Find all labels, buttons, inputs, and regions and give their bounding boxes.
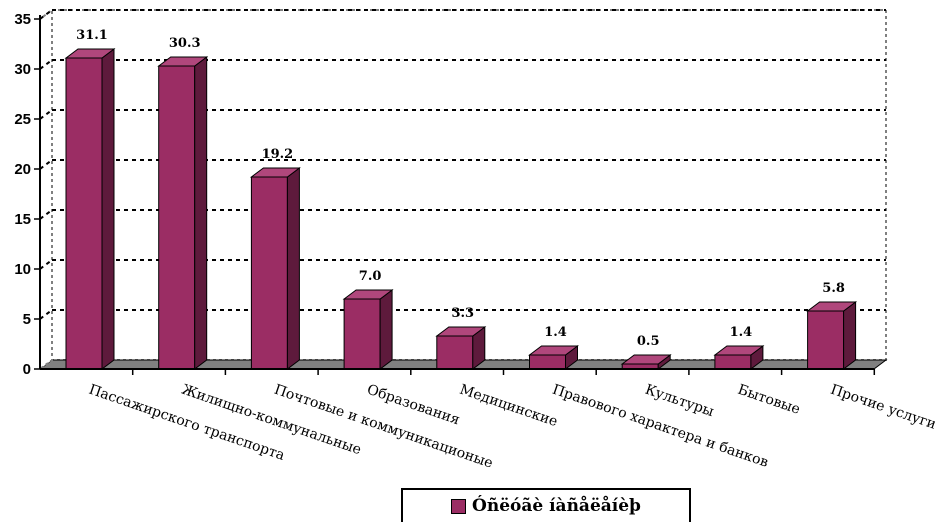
y-tick-label: 5	[23, 311, 31, 328]
bar-front	[250, 176, 288, 370]
category-label: Прочие услуги	[828, 382, 935, 433]
gridline-side	[39, 309, 53, 320]
category-label: Медицинские	[457, 382, 559, 430]
bar-side	[286, 167, 300, 370]
y-tick-label: 30	[14, 61, 31, 78]
bar-top	[528, 345, 579, 356]
bar-front	[807, 310, 845, 370]
bar	[806, 301, 858, 370]
data-label: 1.4	[544, 325, 567, 340]
y-tick-label: 25	[14, 111, 31, 128]
legend: Óñëóãè íàñåëåíèþ	[401, 488, 691, 522]
gridline-side	[39, 109, 53, 120]
bar-front	[436, 335, 474, 370]
gridline-side	[39, 209, 53, 220]
y-tick-label: 10	[14, 261, 31, 278]
bar-top	[64, 48, 116, 59]
bar-front	[529, 354, 566, 370]
bar	[435, 326, 487, 370]
side-wall	[39, 8, 53, 371]
y-tick-label: 35	[14, 11, 31, 28]
bar	[64, 48, 116, 370]
bar-front	[714, 354, 752, 370]
bar-front	[158, 65, 196, 370]
bar	[713, 345, 765, 370]
category-label: Бытовые	[736, 382, 803, 418]
bar-top	[806, 301, 858, 312]
data-label: 3.3	[451, 306, 474, 321]
y-tick-label: 0	[23, 361, 31, 378]
data-label: 19.2	[262, 147, 294, 162]
bar-side	[379, 289, 393, 370]
bar-top	[249, 167, 301, 178]
bar-top	[435, 326, 487, 337]
gridline-side	[39, 9, 53, 20]
bar	[620, 354, 672, 370]
y-tick-label: 15	[14, 211, 31, 228]
bar	[528, 345, 579, 370]
data-label: 30.3	[169, 36, 201, 51]
bar-side	[101, 48, 115, 370]
gridline-side	[39, 259, 53, 270]
bar-front	[343, 298, 381, 370]
data-label: 1.4	[730, 325, 753, 340]
gridline-side	[39, 159, 53, 170]
y-tick-label: 20	[14, 161, 31, 178]
bar-side	[843, 301, 857, 370]
bar-top	[342, 289, 394, 300]
bar-top	[713, 345, 765, 356]
bar-top	[620, 354, 672, 365]
data-label: 0.5	[637, 334, 660, 349]
data-label: 5.8	[822, 281, 845, 296]
gridline-side	[39, 59, 53, 70]
bar	[249, 167, 301, 370]
legend-label: Óñëóãè íàñåëåíèþ	[472, 496, 641, 516]
bar-side	[194, 56, 208, 370]
category-label: Культуры	[643, 382, 716, 420]
bar	[157, 56, 209, 370]
bar-top	[157, 56, 209, 67]
bar	[342, 289, 394, 370]
data-label: 7.0	[359, 269, 382, 284]
legend-swatch	[451, 498, 467, 514]
data-label: 31.1	[76, 28, 108, 43]
bar-front	[65, 57, 103, 370]
